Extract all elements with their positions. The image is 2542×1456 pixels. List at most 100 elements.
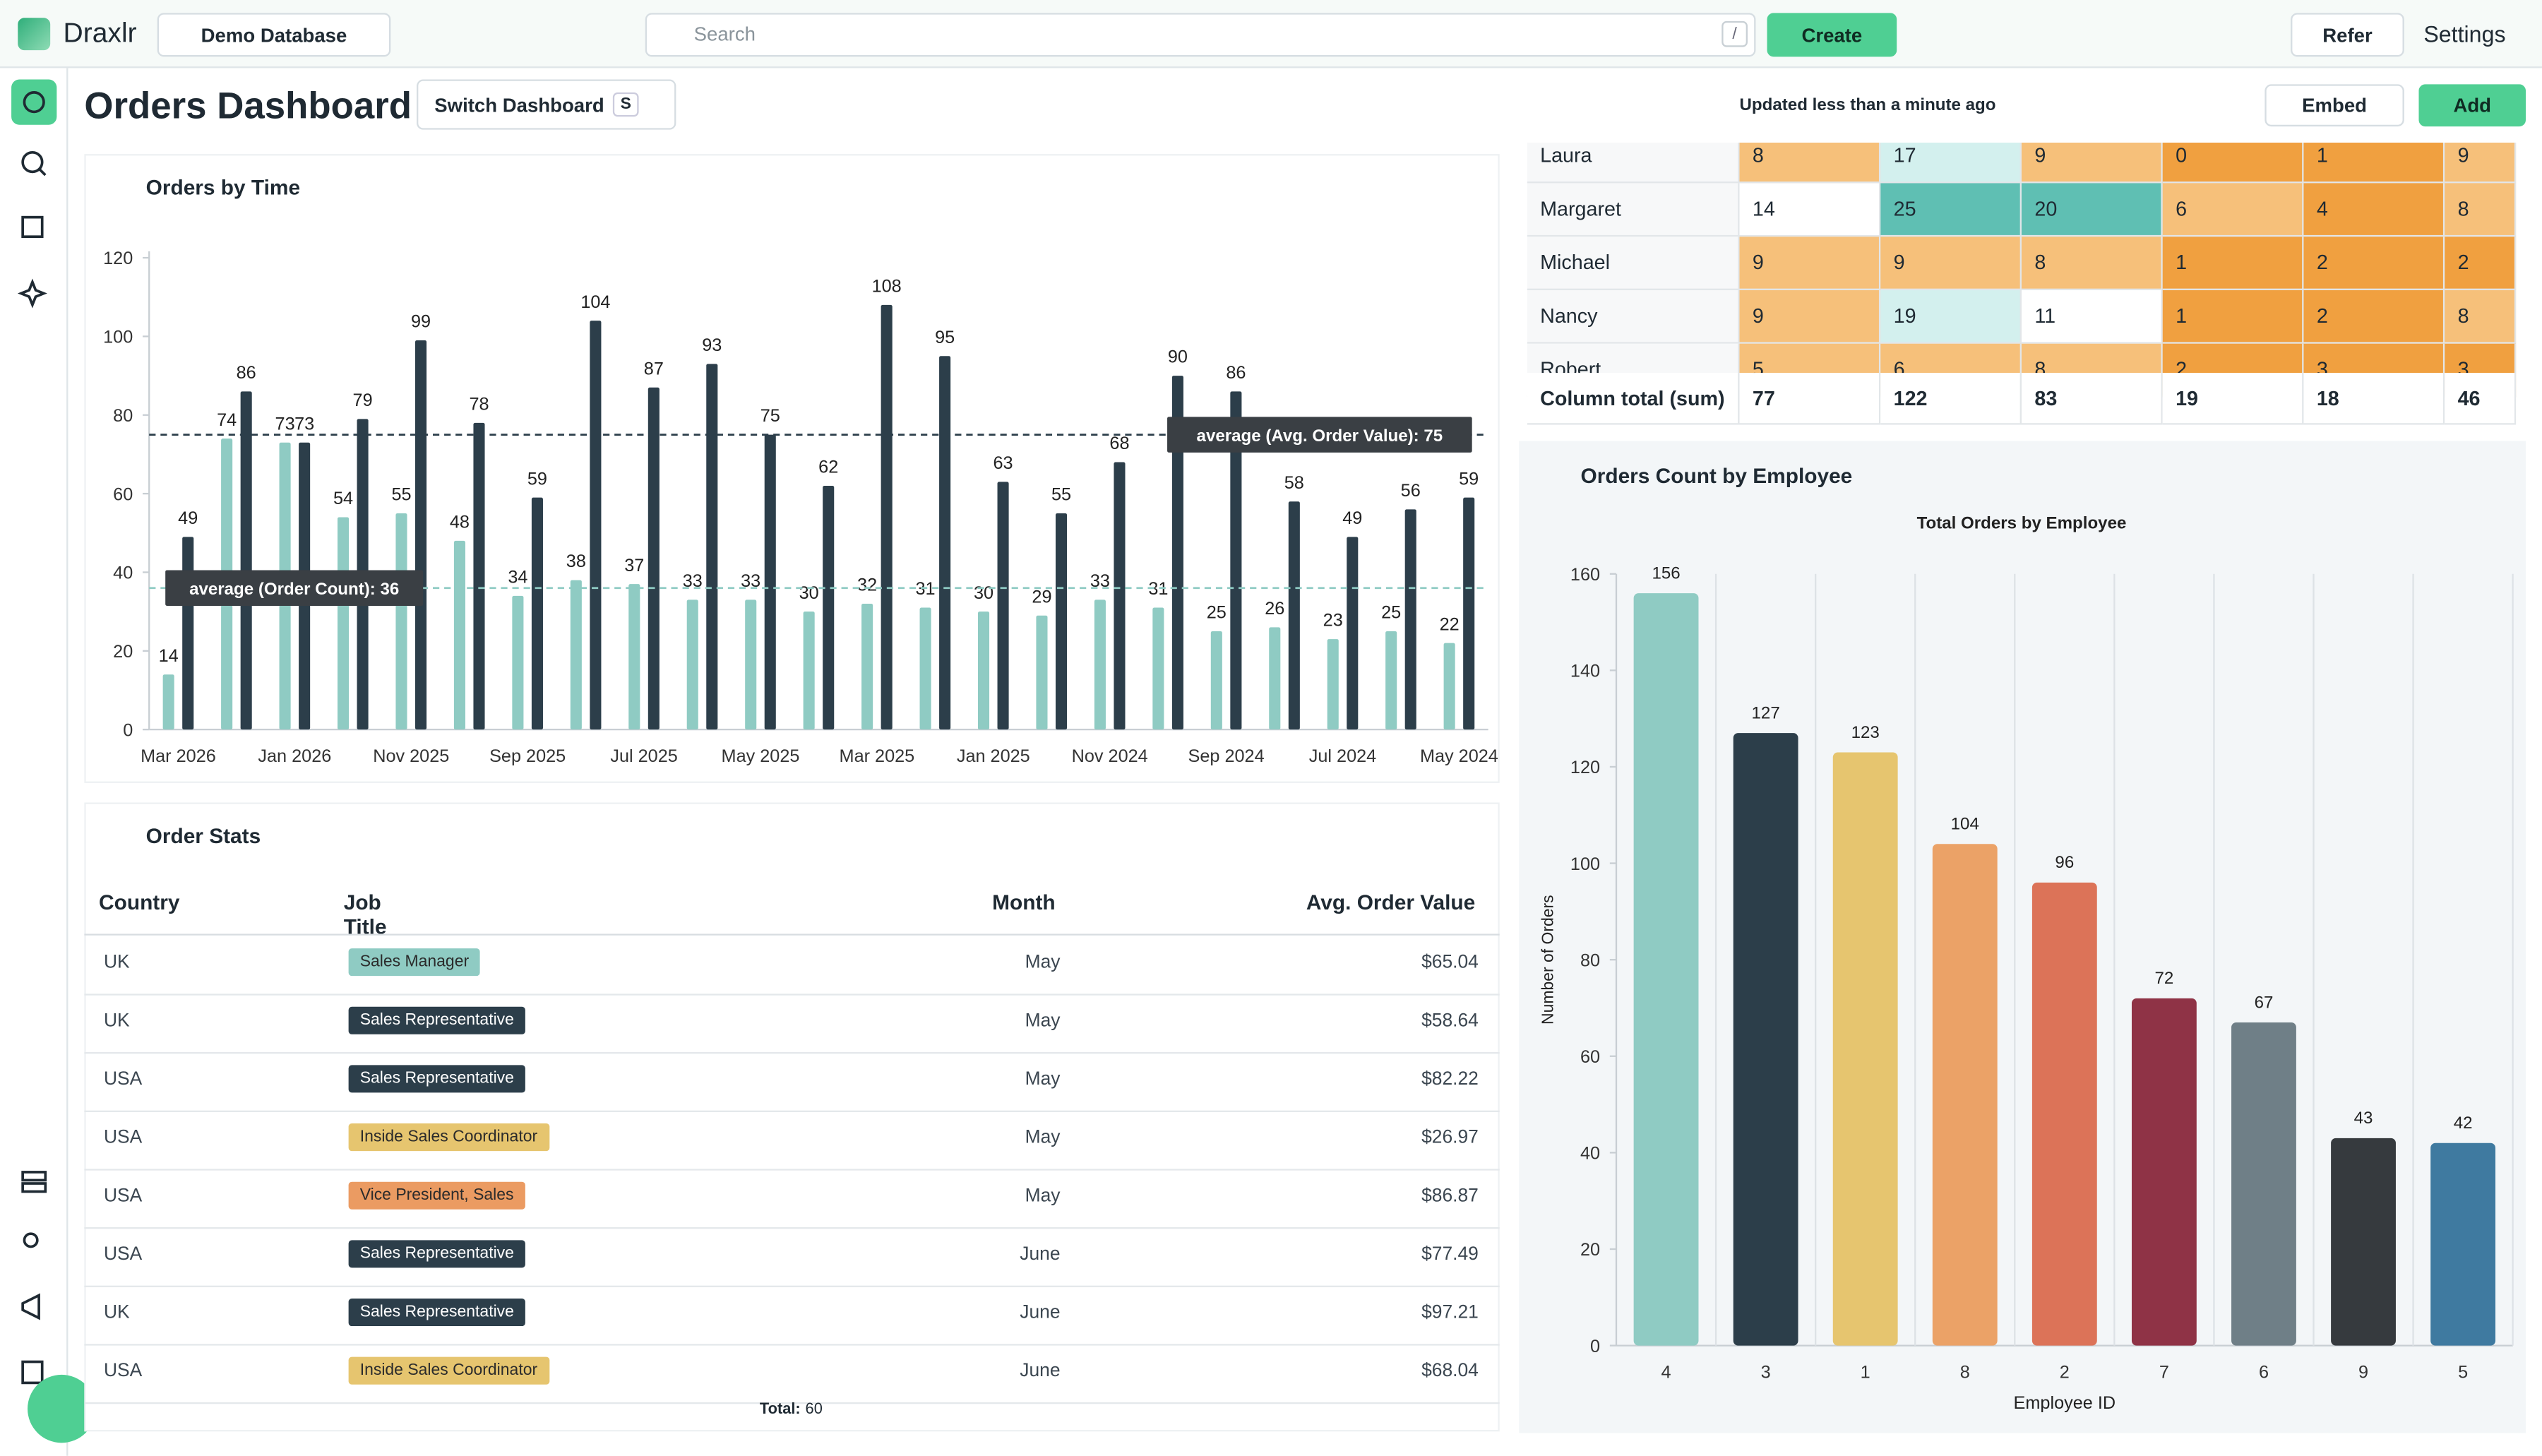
bar: [1171, 376, 1183, 730]
table-row: USA Inside Sales Coordinator May $26.97: [84, 1111, 1500, 1171]
column-header: Country: [99, 890, 180, 914]
x-tick-label: Jul 2025: [610, 746, 677, 766]
icon[interactable]: [21, 150, 44, 174]
icon[interactable]: [21, 1293, 40, 1320]
bar: [240, 391, 252, 730]
value-label: 56: [1401, 481, 1421, 501]
bar: [2231, 1022, 2296, 1346]
annotation-label: average (Order Count): 36: [189, 580, 399, 599]
annotation-box: [1167, 417, 1472, 453]
bar: [182, 537, 194, 730]
bar: [861, 603, 873, 730]
pivot-cell: 9: [1739, 290, 1881, 344]
y-tick-label: 20: [113, 642, 133, 662]
bar: [453, 540, 465, 730]
dashboard-title: Orders Dashboard: [84, 84, 412, 127]
pivot-cell: 9: [2445, 143, 2517, 184]
bar: [997, 482, 1009, 730]
bar: [977, 611, 990, 730]
value-label: 25: [1207, 603, 1227, 623]
icon[interactable]: [21, 1171, 47, 1182]
country: USA: [103, 1186, 143, 1207]
database-select[interactable]: Demo Database: [157, 13, 391, 57]
value-label: 73: [294, 414, 314, 434]
column-header: Month: [992, 890, 1056, 914]
order-stats-panel: [84, 802, 1500, 1432]
country: USA: [103, 1361, 143, 1382]
pivot-cell: 2: [2303, 290, 2445, 344]
create-button[interactable]: Create: [1767, 13, 1897, 57]
value-label: 79: [353, 390, 373, 410]
month: May: [1025, 953, 1061, 973]
avg-order-value: $97.21: [1421, 1303, 1479, 1323]
total-cell: 18: [2303, 373, 2445, 425]
x-tick-label: Jul 2024: [1309, 746, 1376, 766]
pivot-cell: 1: [2303, 143, 2445, 184]
switch-dashboard[interactable]: Switch Dashboard S: [417, 79, 676, 130]
avg-order-value: $86.87: [1421, 1186, 1479, 1207]
value-label: 37: [624, 556, 644, 575]
panel-title: Order Stats: [145, 823, 261, 848]
country: UK: [103, 1011, 130, 1032]
y-tick-label: 40: [113, 563, 133, 583]
y-tick-label: 20: [1580, 1240, 1600, 1260]
job-badge: Sales Representative: [348, 1299, 526, 1327]
value-label: 73: [275, 414, 295, 434]
pivot-cell: 0: [2162, 143, 2304, 184]
bar: [531, 497, 543, 730]
x-tick-label: 3: [1761, 1363, 1771, 1383]
add-button[interactable]: Add: [2418, 84, 2526, 127]
search-box[interactable]: [645, 13, 1756, 57]
job-badge: Inside Sales Coordinator: [348, 1123, 549, 1152]
pivot-cell: 20: [2021, 183, 2163, 237]
chat-launcher[interactable]: [28, 1374, 96, 1443]
x-tick-label: May 2024: [1420, 746, 1498, 766]
x-tick-label: Jan 2025: [957, 746, 1030, 766]
month: June: [1020, 1303, 1061, 1323]
nav-dashboard[interactable]: [11, 79, 57, 125]
value-label: 90: [1168, 347, 1188, 367]
bar: [1347, 537, 1359, 730]
table-row: USA Sales Representative June $77.49: [84, 1227, 1500, 1287]
pivot-cell: 1: [2162, 290, 2304, 344]
value-label: 127: [1752, 703, 1780, 722]
x-tick-label: May 2025: [722, 746, 800, 766]
x-tick-label: 5: [2458, 1363, 2468, 1383]
y-tick-label: 40: [1580, 1144, 1600, 1164]
value-label: 29: [1032, 587, 1051, 607]
job-badge: Inside Sales Coordinator: [348, 1356, 549, 1385]
job-badge: Sales Representative: [348, 1240, 526, 1268]
month: May: [1025, 1070, 1061, 1090]
bar: [1385, 631, 1397, 730]
x-tick-label: Sep 2024: [1188, 746, 1265, 766]
row-name: Michael: [1527, 237, 1740, 290]
header-rule: [84, 933, 1500, 936]
chart-title: Total Orders by Employee: [1917, 513, 2127, 532]
icon[interactable]: [21, 1360, 44, 1385]
icon[interactable]: [23, 1232, 39, 1248]
pivot-cell: 11: [2021, 290, 2163, 344]
value-label: 34: [508, 567, 527, 587]
refer-button[interactable]: Refer: [2291, 13, 2404, 57]
job-badge: Vice President, Sales: [348, 1181, 525, 1210]
avg-order-value: $68.04: [1421, 1361, 1479, 1382]
sidebar-icons: [17, 91, 47, 1385]
settings-menu[interactable]: Settings: [2423, 20, 2506, 47]
value-label: 30: [974, 583, 993, 603]
bar: [1463, 497, 1475, 730]
pivot-cell: 6: [2162, 183, 2304, 237]
bar: [2031, 882, 2097, 1346]
bar: [803, 611, 815, 730]
icon: [37, 167, 47, 177]
value-label: 23: [1323, 611, 1343, 631]
orders-by-time-panel: [84, 154, 1500, 783]
pivot-cell: 1: [2162, 237, 2304, 290]
month: May: [1025, 1128, 1061, 1148]
embed-button[interactable]: Embed: [2264, 84, 2404, 127]
month: June: [1020, 1361, 1061, 1382]
icon[interactable]: [21, 215, 44, 239]
logo[interactable]: [18, 18, 51, 51]
icon[interactable]: [17, 278, 47, 309]
value-label: 31: [916, 579, 936, 599]
